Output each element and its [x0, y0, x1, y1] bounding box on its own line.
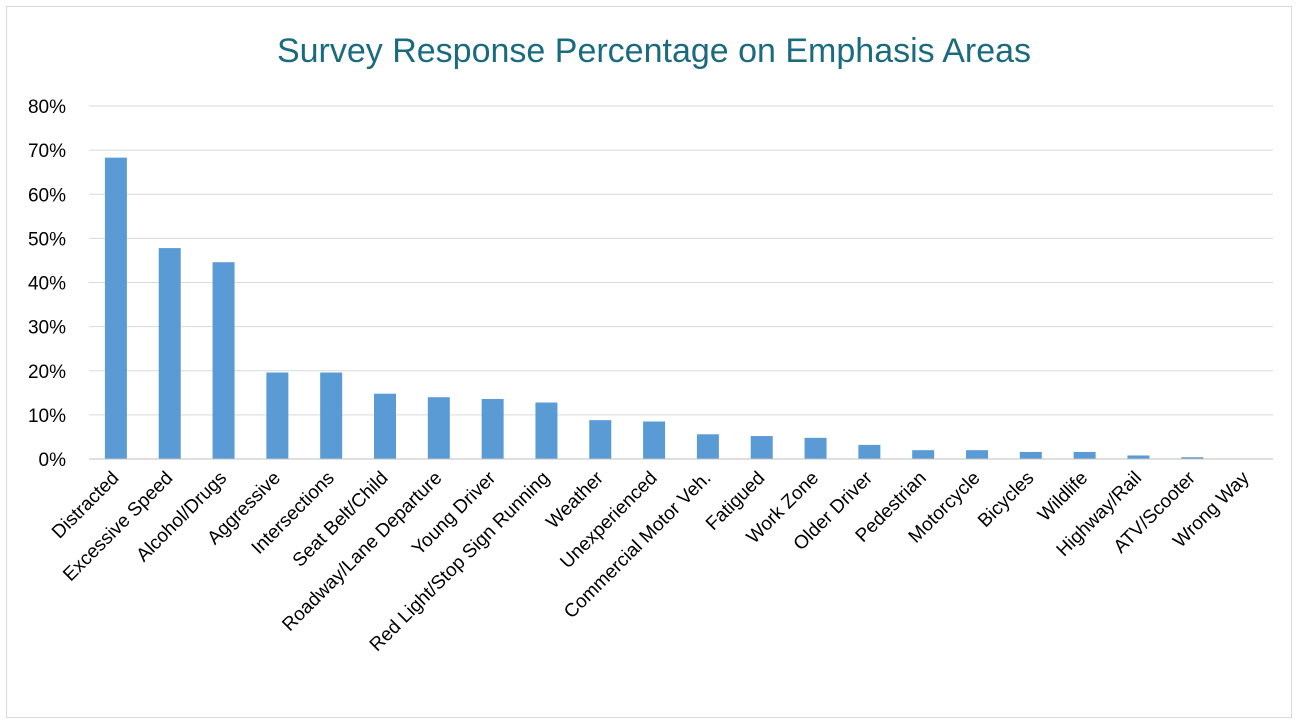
- y-tick-label: 30%: [28, 318, 66, 339]
- bar: [1019, 451, 1042, 459]
- x-tick-label: Seat Belt/Child: [289, 468, 393, 572]
- bar: [427, 397, 450, 459]
- bar: [320, 372, 343, 459]
- chart-title: Survey Response Percentage on Emphasis A…: [277, 32, 1031, 70]
- y-tick-label: 60%: [28, 185, 66, 206]
- bar: [643, 421, 666, 459]
- bar: [481, 398, 504, 459]
- y-tick-label: 50%: [28, 229, 66, 250]
- bar: [912, 450, 935, 459]
- bar: [804, 437, 827, 459]
- bar: [750, 436, 773, 459]
- bar: [535, 402, 558, 459]
- bar: [589, 420, 612, 459]
- bar: [1127, 455, 1150, 459]
- bar: [696, 434, 719, 459]
- x-tick-label: Unexperienced: [556, 468, 661, 573]
- y-tick-label: 10%: [28, 406, 66, 427]
- y-tick-label: 40%: [28, 274, 66, 295]
- x-tick-label: Bicycles: [974, 468, 1038, 532]
- y-axis: 0% 10% 20% 30% 40% 50% 60% 70% 80%: [28, 97, 66, 471]
- bar: [1073, 451, 1096, 459]
- y-tick-label: 80%: [28, 97, 66, 118]
- y-tick-label: 70%: [28, 141, 66, 162]
- y-tick-label: 20%: [28, 362, 66, 383]
- y-tick-label: 0%: [39, 450, 67, 471]
- bar: [374, 393, 396, 459]
- bar: [104, 157, 127, 459]
- bar: [858, 444, 881, 459]
- bar: [1181, 457, 1204, 459]
- bar: [158, 248, 181, 459]
- bars: [104, 157, 1204, 459]
- bar: [212, 262, 235, 459]
- bar: [966, 450, 988, 459]
- bar: [266, 372, 289, 459]
